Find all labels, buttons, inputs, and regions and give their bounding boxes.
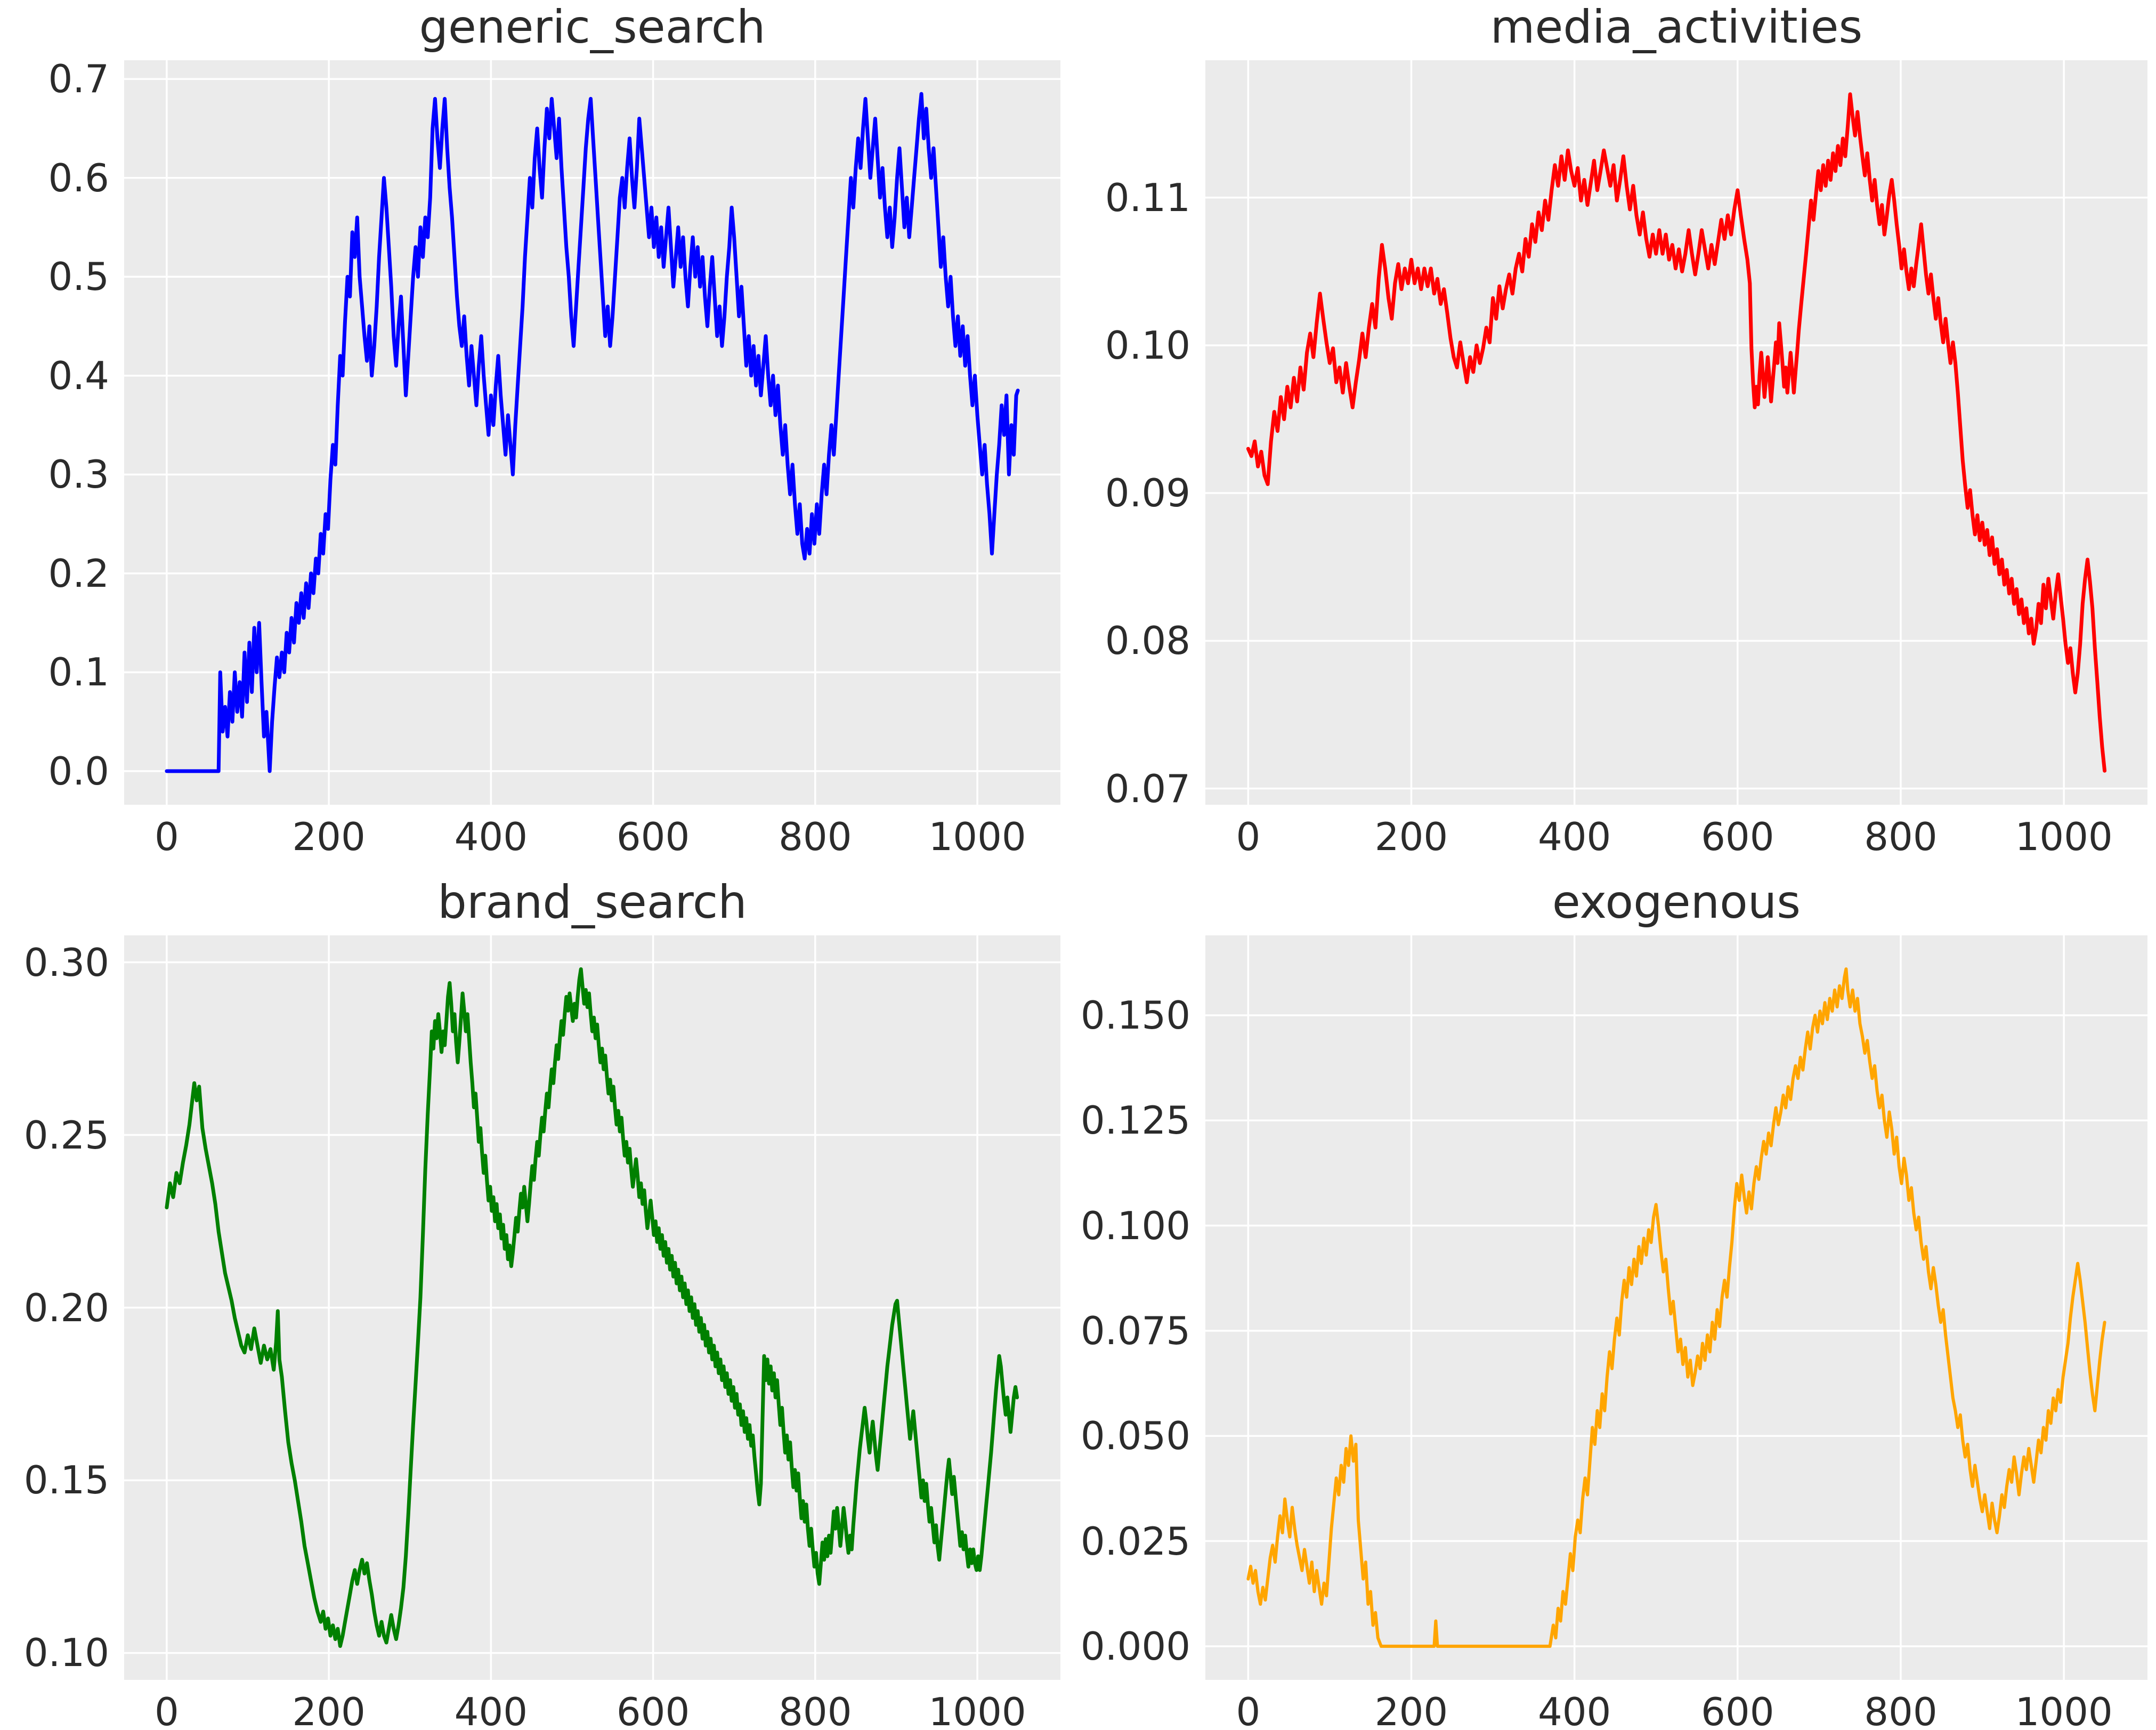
plot-background <box>1205 60 2147 805</box>
y-tick-label: 0.30 <box>23 940 109 985</box>
y-tick-label: 0.3 <box>48 452 109 497</box>
subplot-brand-search: brand_search 0.10 0.15 0.20 0.25 0.30 0 200 400… <box>24 876 1060 1730</box>
plot-canvas-brand-search <box>124 935 1060 1680</box>
x-tick-label: 600 <box>616 1689 690 1730</box>
x-tick-label: 1000 <box>2015 1689 2113 1730</box>
x-tick-label: 200 <box>292 814 366 859</box>
data-line-media_activities <box>1246 92 2107 773</box>
plot-title-media-activities: media_activities <box>1490 1 1863 54</box>
x-tick-label: 1000 <box>928 814 1026 859</box>
y-tick-label: 0.075 <box>1080 1308 1190 1353</box>
data-line-brand_search <box>165 967 1019 1648</box>
x-tick-label: 1000 <box>2015 814 2113 859</box>
data-line-generic_search <box>165 92 1020 773</box>
x-tick-label: 0 <box>1236 1689 1261 1730</box>
x-tick-label: 0 <box>154 1689 179 1730</box>
y-tick-label: 0.7 <box>48 56 109 102</box>
y-tick-label: 0.0 <box>48 748 109 794</box>
y-tick-label: 0.25 <box>23 1112 109 1158</box>
x-tick-label: 200 <box>1374 814 1448 859</box>
y-tick-label: 0.10 <box>23 1630 109 1676</box>
y-tick-label: 0.1 <box>48 650 109 695</box>
x-tick-label: 600 <box>1701 1689 1774 1730</box>
x-tick-label: 0 <box>1236 814 1261 859</box>
x-tick-label: 600 <box>1701 814 1774 859</box>
y-tick-label: 0.20 <box>23 1285 109 1330</box>
x-tick-label: 800 <box>1864 814 1938 859</box>
x-tick-label: 400 <box>454 814 528 859</box>
plot-title-exogenous: exogenous <box>1552 876 1801 929</box>
y-tick-label: 0.5 <box>48 254 109 300</box>
subplot-exogenous: exogenous 0.000 0.025 0.050 0.075 0.100 0.125… <box>1081 876 2147 1730</box>
x-tick-label: 200 <box>292 1689 366 1730</box>
y-tick-label: 0.07 <box>1105 766 1190 811</box>
y-tick-label: 0.2 <box>48 551 109 596</box>
y-tick-label: 0.6 <box>48 155 109 200</box>
x-tick-label: 400 <box>454 1689 528 1730</box>
x-tick-label: 400 <box>1537 1689 1611 1730</box>
x-tick-label: 200 <box>1374 1689 1448 1730</box>
plot-background <box>1205 935 2147 1680</box>
plot-canvas-generic-search <box>124 60 1060 805</box>
y-tick-label: 0.11 <box>1105 175 1190 220</box>
y-tick-label: 0.10 <box>1105 322 1190 368</box>
x-tick-label: 600 <box>616 814 690 859</box>
x-tick-label: 1000 <box>928 1689 1026 1730</box>
plot-title-generic-search: generic_search <box>419 1 766 54</box>
y-tick-label: 0.050 <box>1080 1413 1190 1459</box>
y-tick-label: 0.125 <box>1080 1098 1190 1143</box>
x-tick-label: 0 <box>154 814 179 859</box>
subplot-media-activities: media_activities 0.07 0.08 0.09 0.10 0.11 0 20… <box>1105 1 2147 859</box>
plot-title-brand-search: brand_search <box>437 876 747 929</box>
plot-canvas-exogenous <box>1205 935 2147 1680</box>
plot-canvas-media-activities <box>1205 60 2147 805</box>
data-line-exogenous <box>1246 967 2106 1648</box>
x-tick-label: 800 <box>779 1689 852 1730</box>
y-tick-label: 0.100 <box>1080 1203 1190 1248</box>
y-tick-label: 0.09 <box>1105 471 1190 516</box>
subplot-generic-search: generic_search 0.0 0.1 0.2 0.3 0.4 0.5 0.6 0.7 0… <box>48 1 1060 859</box>
x-tick-label: 800 <box>779 814 852 859</box>
y-tick-label: 0.000 <box>1080 1623 1190 1669</box>
y-tick-label: 0.08 <box>1105 618 1190 664</box>
x-tick-label: 800 <box>1864 1689 1938 1730</box>
x-tick-label: 400 <box>1537 814 1611 859</box>
plot-background <box>124 60 1060 805</box>
y-tick-label: 0.025 <box>1080 1518 1190 1564</box>
y-tick-label: 0.150 <box>1080 992 1190 1038</box>
y-tick-label: 0.15 <box>23 1458 109 1503</box>
y-tick-label: 0.4 <box>48 353 109 398</box>
